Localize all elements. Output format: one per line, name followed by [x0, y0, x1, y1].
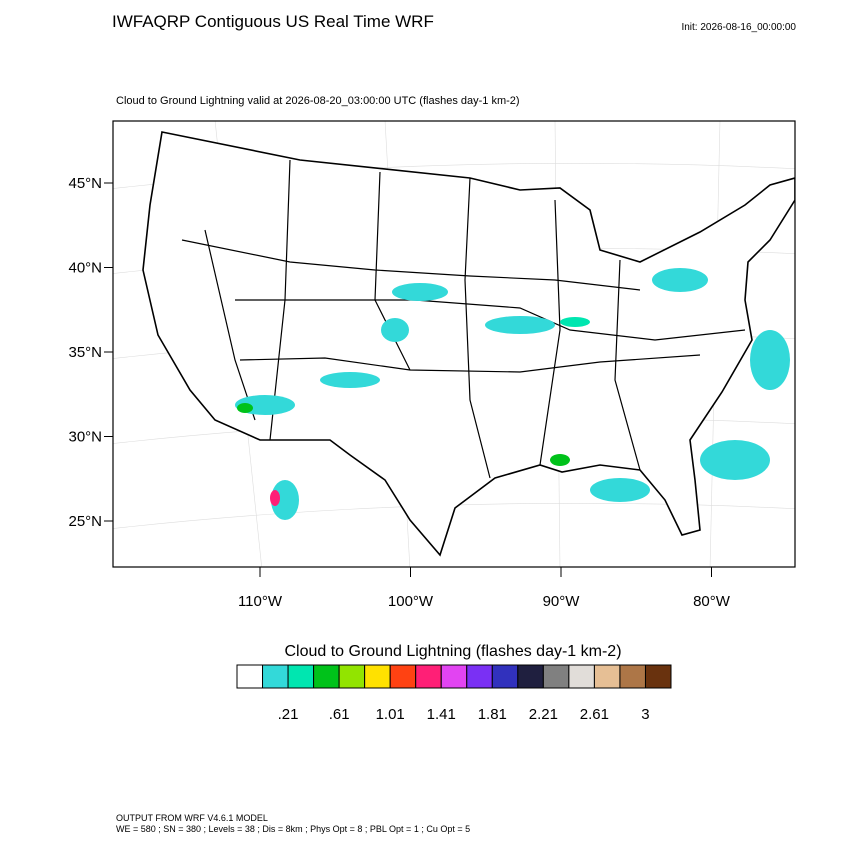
color-swatch: [338, 664, 366, 689]
colorbar-label: .21: [278, 706, 299, 723]
color-swatch: [415, 664, 442, 689]
lat-label: 25°N: [68, 513, 102, 530]
title: IWFAQRP Contiguous US Real Time WRF: [112, 12, 434, 31]
lon-labels: 110°W 100°W 90°W 80°W: [238, 567, 731, 610]
lon-label: 100°W: [388, 593, 434, 610]
us-outline: [142, 131, 795, 557]
lat-label: 30°N: [68, 429, 102, 446]
colorbar-label: 1.81: [478, 706, 507, 723]
color-swatch: [287, 664, 315, 689]
colorbar-label: 3: [641, 706, 649, 723]
lon-label: 80°W: [693, 593, 731, 610]
color-swatch: [236, 664, 264, 689]
colorbar-label: 2.21: [529, 706, 558, 723]
lat-label: 35°N: [68, 344, 102, 361]
color-swatch: [389, 664, 417, 689]
color-swatch: [619, 664, 646, 689]
color-swatch: [644, 664, 672, 689]
color-swatch: [568, 664, 595, 689]
color-swatch: [440, 664, 468, 689]
footer-line: OUTPUT FROM WRF V4.6.1 MODEL: [116, 813, 268, 823]
colorbar-label: 2.61: [580, 706, 609, 723]
map-frame: [112, 120, 796, 568]
lon-label: 90°W: [543, 593, 581, 610]
subtitle: Cloud to Ground Lightning valid at 2026-…: [116, 95, 520, 107]
color-swatch: [542, 664, 570, 689]
lat-label: 40°N: [68, 260, 102, 277]
color-swatch: [466, 664, 493, 689]
map: 45°N 40°N 35°N 30°N 25°N 110°W 100°W 90°W 80°W: [68, 120, 796, 610]
colorbar: .21 .61 1.01 1.41 1.81 2.21 2.61 3: [236, 664, 672, 723]
lightning-areas: [235, 268, 790, 520]
color-swatch: [593, 664, 621, 689]
colorbar-label: 1.41: [427, 706, 456, 723]
state-lines: [181, 159, 746, 479]
colorbar-title: Cloud to Ground Lightning (flashes day-1…: [284, 643, 621, 660]
color-swatch: [313, 664, 340, 689]
lat-labels: 45°N 40°N 35°N 30°N 25°N: [68, 175, 113, 530]
color-swatch: [491, 664, 519, 689]
init-time: Init: 2026-08-16_00:00:00: [681, 22, 796, 33]
lon-label: 110°W: [238, 593, 283, 610]
color-swatch: [517, 664, 544, 689]
colorbar-label: .61: [329, 706, 350, 723]
color-swatch: [364, 664, 391, 689]
color-swatch: [262, 664, 289, 689]
map-body: [113, 121, 795, 567]
lat-label: 45°N: [68, 175, 102, 192]
footer-line: WE = 580 ; SN = 380 ; Levels = 38 ; Dis …: [116, 824, 470, 834]
colorbar-label: 1.01: [376, 706, 405, 723]
